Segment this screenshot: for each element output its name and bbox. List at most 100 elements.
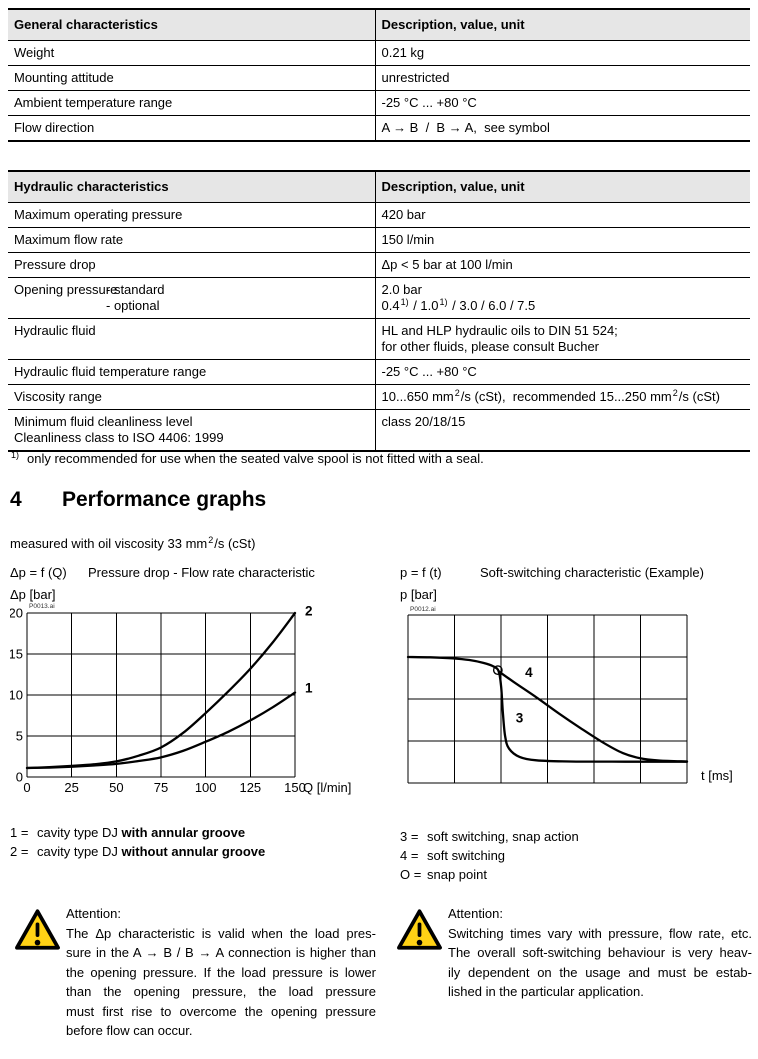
legend-key: 4 = bbox=[400, 848, 419, 863]
y-axis-label: Δp [bar] bbox=[10, 587, 56, 602]
row-value: -25 °C ... +80 °C bbox=[375, 90, 750, 116]
svg-text:150: 150 bbox=[284, 780, 306, 795]
legend-key: 2 = bbox=[10, 844, 29, 859]
table-row: Ambient temperature range -25 °C ... +80… bbox=[8, 90, 750, 116]
legend-item: O = snap point bbox=[400, 865, 579, 884]
superscript: 2 bbox=[208, 534, 214, 545]
attention-line: before flow can occur. bbox=[66, 1023, 193, 1038]
note-part: /s (cSt) bbox=[214, 536, 256, 551]
row-value: 0.21 kg bbox=[375, 40, 750, 66]
standard-value: 2.0 bar bbox=[381, 282, 422, 297]
pt-chart-legend: 3 = soft switching, snap action 4 = soft s… bbox=[400, 827, 579, 884]
legend-key: 1 = bbox=[10, 825, 29, 840]
opening-pressure-label-cell: Opening pressure - standard - optional bbox=[8, 277, 376, 319]
value-part: / 3.0 / 6.0 / 7.5 bbox=[448, 298, 536, 313]
legend-item: 3 = soft switching, snap action bbox=[400, 827, 579, 846]
fluid-value-line2: for other fluids, please consult Bucher bbox=[381, 339, 600, 354]
measurement-note: measured with oil viscosity 33 mm2/s (cS… bbox=[10, 534, 256, 551]
row-value: -25 °C ... +80 °C bbox=[375, 359, 750, 385]
chart-title: Soft-switching characteristic (Example) bbox=[480, 565, 704, 580]
chart-equation: Δp = f (Q) bbox=[10, 565, 67, 580]
optional-values: 0.41) / 1.01) / 3.0 / 6.0 / 7.5 bbox=[382, 296, 745, 314]
attention-text: Attention: Switching times vary with pre… bbox=[448, 904, 752, 1002]
svg-text:t [ms]: t [ms] bbox=[701, 768, 733, 783]
table-row: Hydraulic fluid temperature range -25 °C… bbox=[8, 359, 750, 385]
warning-triangle-icon bbox=[15, 909, 60, 950]
general-characteristics-table: General characteristics Description, val… bbox=[8, 8, 750, 142]
svg-text:5: 5 bbox=[16, 729, 23, 744]
legend-item: 4 = soft switching bbox=[400, 846, 579, 865]
attention-heading: Attention: bbox=[66, 906, 121, 921]
cleanliness-label-line2: Cleanliness class to ISO 4406: 1999 bbox=[14, 430, 224, 445]
attention-line: The overall soft-switching behaviour is … bbox=[448, 945, 752, 960]
table-row: Viscosity range 10...650 mm2/s (cSt), re… bbox=[8, 384, 750, 410]
svg-text:P0012.ai: P0012.ai bbox=[410, 606, 436, 613]
footnote-ref: 1) bbox=[400, 296, 409, 307]
footnote-marker: 1) bbox=[11, 449, 20, 460]
legend-key: 3 = bbox=[400, 829, 419, 844]
hydraulic-table-title: Hydraulic characteristics bbox=[8, 170, 376, 203]
attention-line: must first rise to overcome the opening … bbox=[66, 1003, 376, 1019]
row-label: Mounting attitude bbox=[8, 65, 376, 91]
svg-text:20: 20 bbox=[10, 606, 23, 621]
section-heading: 4 Performance graphs bbox=[10, 488, 266, 512]
pressure-drop-chart-block: Δp = f (Q) Pressure drop - Flow rate char… bbox=[10, 565, 400, 815]
attention-line: The Δp characteristic is valid when the … bbox=[66, 925, 376, 941]
value-part: /s (cSt) bbox=[678, 389, 720, 404]
opening-pressure-value-cell: 2.0 bar 0.41) / 1.01) / 3.0 / 6.0 / 7.5 bbox=[375, 277, 750, 319]
row-label: Hydraulic fluid temperature range bbox=[8, 359, 376, 385]
chart-title: Pressure drop - Flow rate characteristic bbox=[88, 565, 315, 580]
legend-text-bold: without annular groove bbox=[121, 844, 266, 859]
table-row: Opening pressure - standard - optional 2.0… bbox=[8, 277, 750, 319]
svg-text:10: 10 bbox=[10, 688, 23, 703]
footnote: 1) only recommended for use when the seat… bbox=[10, 449, 484, 466]
pq-chart-legend: 1 = cavity type DJ with annular groove 2 … bbox=[10, 823, 265, 861]
section-title: Performance graphs bbox=[62, 488, 267, 511]
row-label: Flow direction bbox=[8, 115, 376, 142]
legend-text: soft switching bbox=[427, 848, 506, 863]
option-standard: - standard bbox=[106, 282, 165, 297]
cleanliness-label-line1: Minimum fluid cleanliness level bbox=[14, 414, 193, 429]
legend-text: soft switching, snap action bbox=[427, 829, 579, 844]
row-label: Pressure drop bbox=[8, 252, 376, 278]
row-value: 150 l/min bbox=[375, 227, 750, 253]
table-header-row: General characteristics Description, val… bbox=[8, 8, 750, 41]
svg-text:4: 4 bbox=[525, 665, 533, 680]
attention-line: Switching times vary with pressure, flow… bbox=[448, 925, 752, 941]
table-row: Maximum flow rate 150 l/min bbox=[8, 227, 750, 253]
svg-text:0: 0 bbox=[23, 780, 30, 795]
description-column-header: Description, value, unit bbox=[375, 170, 750, 203]
svg-text:2: 2 bbox=[305, 603, 313, 618]
attention-line: the opening pressure. If the load pressu… bbox=[66, 964, 376, 980]
soft-switching-characteristic-chart: P0012.ai 4 3 t [ms] bbox=[406, 606, 733, 784]
attention-heading: Attention: bbox=[448, 906, 503, 921]
table-row: Weight 0.21 kg bbox=[8, 40, 750, 66]
soft-switching-chart-block: p = f (t) Soft-switching characteristic (… bbox=[400, 565, 758, 815]
description-column-header: Description, value, unit bbox=[375, 8, 750, 41]
row-label: Opening pressure bbox=[14, 282, 118, 297]
attention-line: ily dependent on the usage and must be e… bbox=[448, 964, 752, 980]
svg-text:125: 125 bbox=[239, 780, 261, 795]
svg-text:75: 75 bbox=[154, 780, 168, 795]
chart-equation: p = f (t) bbox=[400, 565, 442, 580]
svg-text:1: 1 bbox=[305, 680, 313, 695]
legend-text: cavity type DJ bbox=[37, 844, 122, 859]
row-label: Maximum flow rate bbox=[8, 227, 376, 253]
svg-text:0: 0 bbox=[16, 770, 23, 785]
svg-text:Q [l/min]: Q [l/min] bbox=[303, 780, 351, 795]
row-value: 420 bar bbox=[375, 202, 750, 228]
row-label: Hydraulic fluid bbox=[8, 318, 376, 360]
chart-title-row: Δp = f (Q) Pressure drop - Flow rate char… bbox=[10, 565, 315, 580]
table-row: Maximum operating pressure 420 bar bbox=[8, 202, 750, 228]
row-value: A → B / B → A, see symbol bbox=[375, 115, 750, 142]
section-number: 4 bbox=[10, 488, 22, 511]
attention-line: lished in the particular application. bbox=[448, 984, 644, 999]
superscript: 2 bbox=[454, 387, 460, 398]
flow-direction-value: A → B / B → A, see symbol bbox=[381, 120, 550, 135]
chart-title-row: p = f (t) Soft-switching characteristic (… bbox=[400, 565, 704, 580]
value-part: /s (cSt), recommended 15...250 mm bbox=[460, 389, 672, 404]
table-row: Flow direction A → B / B → A, see symbol bbox=[8, 115, 750, 142]
viscosity-value-cell: 10...650 mm2/s (cSt), recommended 15...2… bbox=[375, 384, 750, 410]
opening-pressure-options: - standard - optional bbox=[106, 282, 165, 314]
